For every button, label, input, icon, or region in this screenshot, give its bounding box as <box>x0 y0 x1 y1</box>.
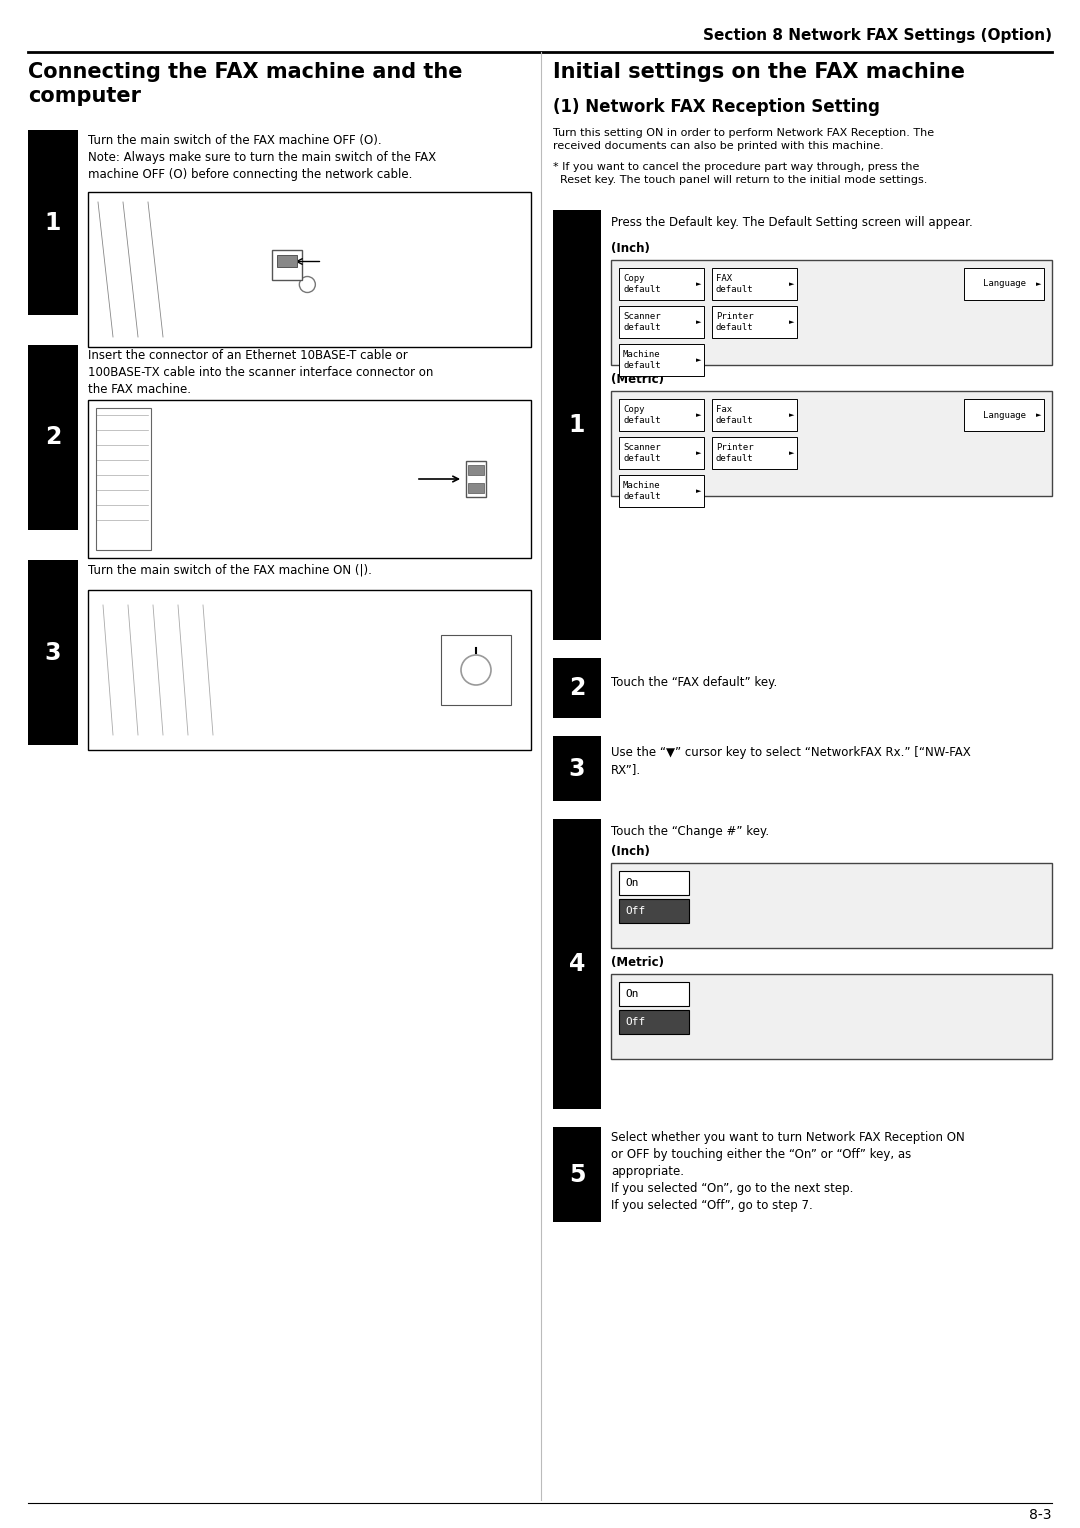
Text: Off: Off <box>625 1018 645 1027</box>
Bar <box>553 819 600 1109</box>
Text: ►: ► <box>696 281 701 287</box>
Text: 1: 1 <box>569 413 585 437</box>
Bar <box>465 461 486 497</box>
Text: ►: ► <box>788 319 794 325</box>
Bar <box>468 465 484 475</box>
Bar <box>712 306 797 338</box>
Bar <box>712 437 797 469</box>
Text: Connecting the FAX machine and the
computer: Connecting the FAX machine and the compu… <box>28 63 462 105</box>
Bar <box>87 590 531 750</box>
Text: Touch the “Change #” key.: Touch the “Change #” key. <box>611 825 769 837</box>
Bar <box>619 267 704 299</box>
Text: 2: 2 <box>569 675 585 700</box>
Bar <box>553 659 600 718</box>
Text: Fax
default: Fax default <box>716 405 754 425</box>
Text: 3: 3 <box>569 756 585 781</box>
Bar <box>468 483 484 494</box>
Text: 1: 1 <box>44 211 62 234</box>
Text: ►: ► <box>788 451 794 455</box>
Bar <box>87 400 531 558</box>
Bar <box>619 898 689 923</box>
Text: ►: ► <box>788 413 794 419</box>
Text: (Inch): (Inch) <box>611 845 650 859</box>
Text: FAX
default: FAX default <box>716 275 754 293</box>
Bar <box>619 306 704 338</box>
Bar <box>712 399 797 431</box>
Bar <box>611 391 1052 497</box>
Text: Language: Language <box>983 411 1026 420</box>
Text: (1) Network FAX Reception Setting: (1) Network FAX Reception Setting <box>553 98 880 116</box>
Bar <box>278 255 297 266</box>
Bar <box>441 636 511 704</box>
Bar <box>619 475 704 507</box>
Bar <box>553 1128 600 1222</box>
Bar <box>712 267 797 299</box>
Text: Scanner
default: Scanner default <box>623 443 661 463</box>
Text: Scanner
default: Scanner default <box>623 312 661 332</box>
Text: On: On <box>625 989 638 999</box>
Bar <box>619 344 704 376</box>
Text: Use the “▼” cursor key to select “NetworkFAX Rx.” [“NW-FAX
RX”].: Use the “▼” cursor key to select “Networ… <box>611 746 971 776</box>
Text: (Inch): (Inch) <box>611 241 650 255</box>
Text: Off: Off <box>625 906 645 915</box>
Text: ►: ► <box>696 319 701 325</box>
Bar <box>964 267 1044 299</box>
Bar <box>28 345 78 530</box>
Text: 4: 4 <box>569 952 585 976</box>
Text: ►: ► <box>1036 281 1041 287</box>
Text: Turn the main switch of the FAX machine ON (|).: Turn the main switch of the FAX machine … <box>87 564 372 578</box>
Text: Select whether you want to turn Network FAX Reception ON
or OFF by touching eith: Select whether you want to turn Network … <box>611 1131 964 1212</box>
Text: (Metric): (Metric) <box>611 373 664 387</box>
Text: 3: 3 <box>44 640 62 665</box>
Text: Insert the connector of an Ethernet 10BASE-T cable or
100BASE-TX cable into the : Insert the connector of an Ethernet 10BA… <box>87 348 433 396</box>
Bar <box>611 260 1052 365</box>
Text: Turn this setting ON in order to perform Network FAX Reception. The
received doc: Turn this setting ON in order to perform… <box>553 128 934 151</box>
Bar <box>28 130 78 315</box>
Text: 5: 5 <box>569 1163 585 1187</box>
Bar <box>619 983 689 1005</box>
Bar <box>272 249 302 280</box>
Text: On: On <box>625 879 638 888</box>
Bar <box>96 408 151 550</box>
Text: ►: ► <box>696 358 701 364</box>
Text: ►: ► <box>696 487 701 494</box>
Text: Printer
default: Printer default <box>716 443 754 463</box>
Bar <box>611 863 1052 947</box>
Text: (Metric): (Metric) <box>611 957 664 969</box>
Text: Copy
default: Copy default <box>623 405 661 425</box>
Text: Machine
default: Machine default <box>623 481 661 501</box>
Text: Machine
default: Machine default <box>623 350 661 370</box>
Bar <box>28 559 78 746</box>
Text: Turn the main switch of the FAX machine OFF (O).
Note: Always make sure to turn : Turn the main switch of the FAX machine … <box>87 134 436 180</box>
Text: Touch the “FAX default” key.: Touch the “FAX default” key. <box>611 675 778 689</box>
Text: Initial settings on the FAX machine: Initial settings on the FAX machine <box>553 63 966 83</box>
Text: Printer
default: Printer default <box>716 312 754 332</box>
Text: * If you want to cancel the procedure part way through, press the
  Reset key. T: * If you want to cancel the procedure pa… <box>553 162 928 185</box>
Text: 2: 2 <box>44 425 62 449</box>
Bar <box>619 437 704 469</box>
Text: Press the Default key. The Default Setting screen will appear.: Press the Default key. The Default Setti… <box>611 215 973 229</box>
Bar <box>553 209 600 640</box>
Bar <box>619 871 689 895</box>
Text: 8-3: 8-3 <box>1029 1508 1052 1522</box>
Bar <box>611 973 1052 1059</box>
Bar <box>619 399 704 431</box>
Bar <box>964 399 1044 431</box>
Bar <box>619 1010 689 1034</box>
Text: ►: ► <box>1036 413 1041 419</box>
Text: ►: ► <box>788 281 794 287</box>
Text: Language: Language <box>983 280 1026 289</box>
Text: ►: ► <box>696 451 701 455</box>
Text: ►: ► <box>696 413 701 419</box>
Text: Section 8 Network FAX Settings (Option): Section 8 Network FAX Settings (Option) <box>703 28 1052 43</box>
Text: Copy
default: Copy default <box>623 275 661 293</box>
Bar <box>553 736 600 801</box>
Bar <box>87 193 531 347</box>
